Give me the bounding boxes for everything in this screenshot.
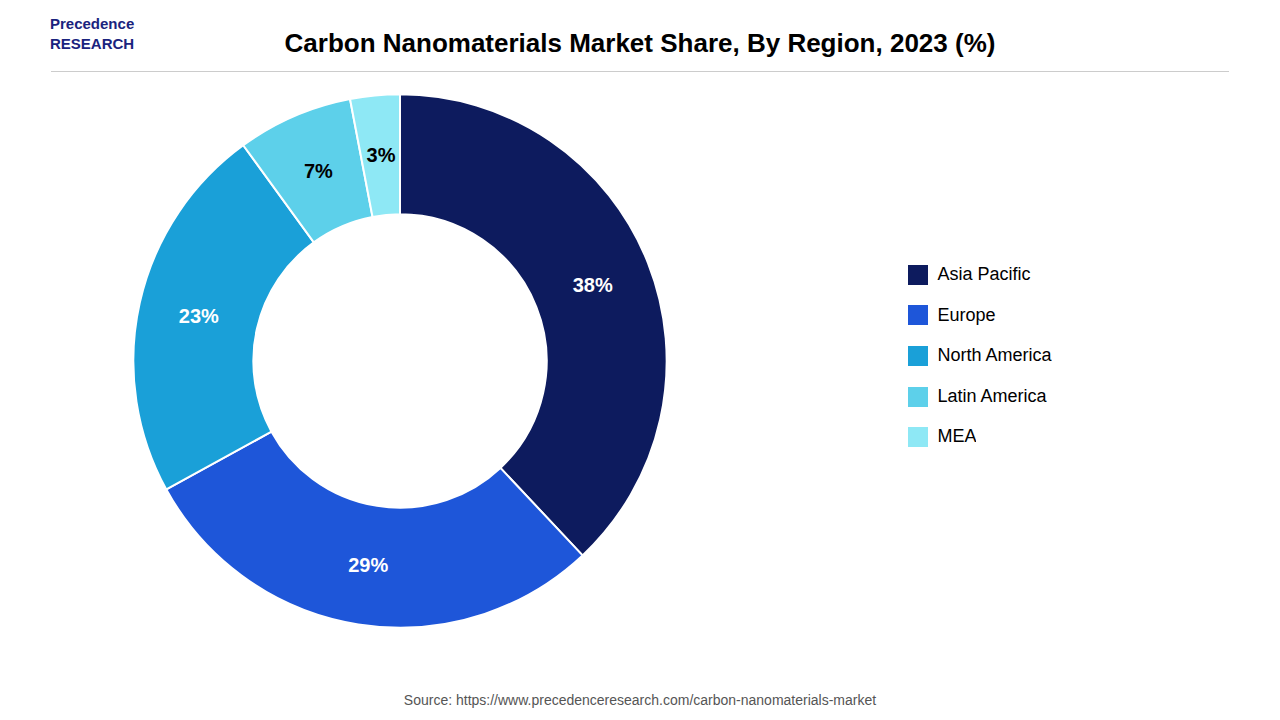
html-text:North America: North America [937,345,1052,366]
svg-text:7%: 7% [304,160,333,182]
html-text:Europe: Europe [937,304,996,325]
svg-text:29%: 29% [348,554,388,576]
html-text:Precedence RESEARCH: Precedence RESEARCH [50,15,135,52]
svg-text:38%: 38% [573,274,613,296]
html-text:Source: https://www.precedence: Source: https://www.precedenceresearch.c… [403,692,877,708]
svg-text:3%: 3% [367,144,396,166]
html-text:Latin America: Latin America [937,385,1047,406]
html-text:MEA: MEA [937,426,977,447]
html-text:Asia Pacific: Asia Pacific [937,264,1031,284]
svg-text:23%: 23% [179,305,219,327]
html-text:Carbon Nanomaterials Market Sh: Carbon Nanomaterials Market Share, By Re… [284,28,996,58]
